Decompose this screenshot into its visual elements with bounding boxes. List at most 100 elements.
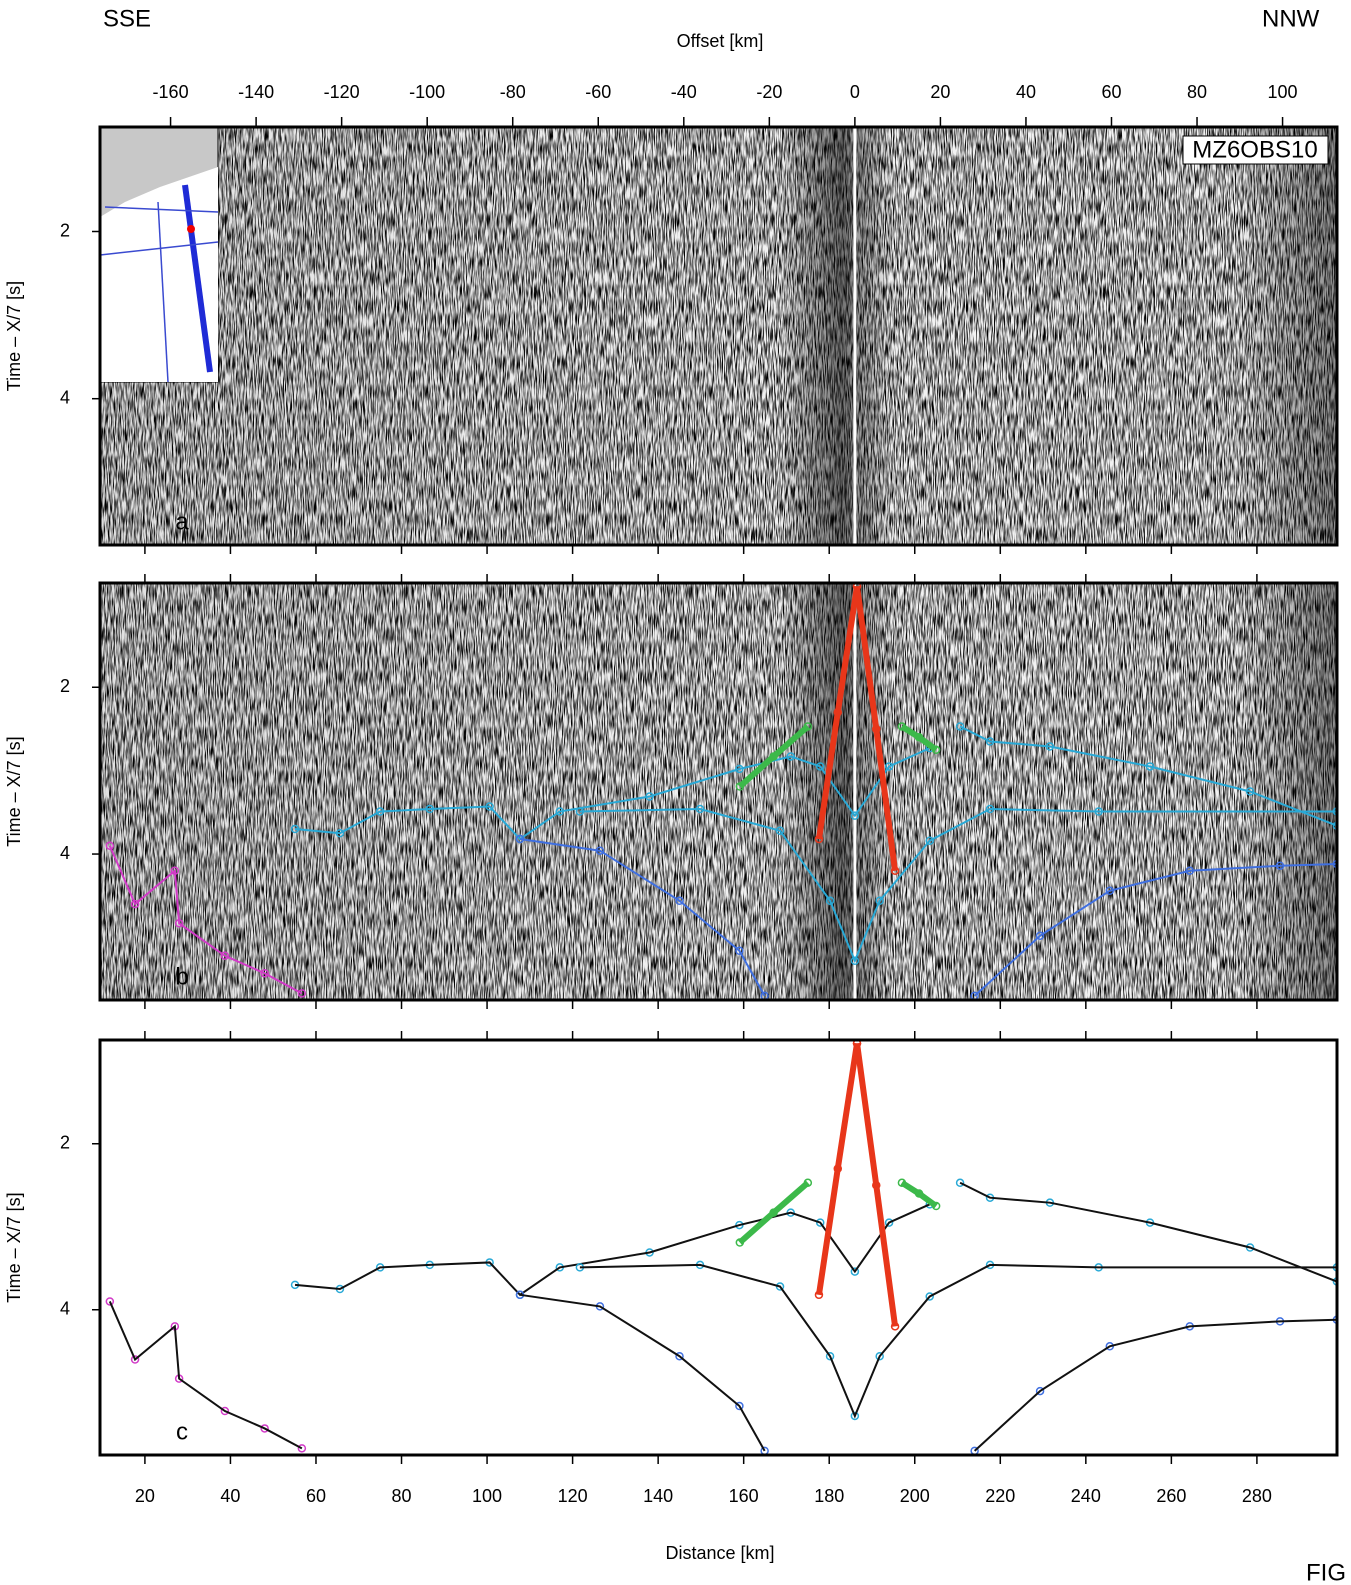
pick bbox=[925, 836, 934, 845]
y-tick-label: 4 bbox=[60, 1299, 70, 1319]
pick bbox=[675, 1351, 684, 1361]
panel-frame bbox=[98, 581, 1339, 1002]
pick bbox=[825, 1351, 835, 1361]
panel-body bbox=[100, 127, 1337, 545]
pick-line bbox=[854, 1042, 899, 1327]
pick-line bbox=[973, 1318, 1337, 1452]
x-tick-label: 60 bbox=[306, 1486, 326, 1506]
pick-line bbox=[294, 1203, 931, 1297]
pick-line bbox=[737, 724, 810, 789]
top-tick-label: 40 bbox=[1016, 82, 1036, 102]
x-tick-label: 80 bbox=[392, 1486, 412, 1506]
inset-line bbox=[104, 206, 219, 213]
top-axis-label: Offset [km] bbox=[677, 31, 764, 51]
pick bbox=[850, 956, 860, 966]
pick-line bbox=[900, 723, 938, 753]
top-tick-label: 80 bbox=[1187, 82, 1207, 102]
pick bbox=[297, 989, 307, 998]
panel-label: c bbox=[176, 1418, 188, 1445]
pick bbox=[220, 1406, 230, 1416]
top-tick-label: 60 bbox=[1101, 82, 1121, 102]
pick bbox=[884, 1218, 894, 1227]
x-tick-label: 120 bbox=[558, 1486, 588, 1506]
pick-line bbox=[519, 1293, 766, 1452]
x-tick-label: 20 bbox=[135, 1486, 155, 1506]
top-tick-label: 20 bbox=[930, 82, 950, 102]
station-bg bbox=[1182, 135, 1329, 165]
pick bbox=[955, 722, 965, 731]
inset-line bbox=[157, 201, 169, 383]
top-tick-label: -140 bbox=[238, 82, 274, 102]
top-tick-label: 100 bbox=[1268, 82, 1298, 102]
footer: FIG bbox=[1306, 1559, 1346, 1585]
y-tick-label: 2 bbox=[60, 1133, 70, 1153]
pick bbox=[260, 969, 269, 978]
pick bbox=[105, 1297, 115, 1306]
pick-line bbox=[108, 845, 303, 995]
panel-label: a bbox=[175, 508, 189, 535]
pick bbox=[884, 762, 894, 771]
inset-line bbox=[100, 241, 219, 256]
x-tick-label: 100 bbox=[472, 1486, 502, 1506]
pick-line bbox=[815, 585, 860, 840]
pick-line bbox=[973, 863, 1337, 997]
pick bbox=[297, 1444, 307, 1453]
pick bbox=[815, 762, 825, 771]
y-axis-label: Time – X/7 [s] bbox=[4, 736, 24, 846]
top-tick-label: -40 bbox=[671, 82, 697, 102]
pick bbox=[925, 1292, 934, 1301]
pick-line bbox=[854, 585, 899, 872]
y-tick-label: 2 bbox=[60, 220, 70, 240]
pick-line bbox=[959, 1181, 1337, 1283]
pick bbox=[130, 1355, 140, 1364]
top-tick-label: 0 bbox=[850, 82, 860, 102]
panel: b 2 4 Time – X/7 [s] bbox=[4, 574, 1339, 1009]
panel-frame bbox=[98, 125, 1339, 547]
pick-line bbox=[900, 1180, 938, 1209]
pick-line bbox=[519, 838, 766, 997]
seismic-shade bbox=[100, 583, 1337, 1000]
pick-line bbox=[579, 808, 1337, 964]
pick bbox=[735, 946, 744, 956]
pick-line bbox=[294, 747, 931, 841]
pick bbox=[220, 951, 230, 961]
station-label: MZ6OBS10 bbox=[1192, 136, 1317, 163]
top-tick-label: -100 bbox=[409, 82, 445, 102]
inset-line bbox=[182, 184, 213, 373]
x-tick-label: 280 bbox=[1242, 1486, 1272, 1506]
pick bbox=[850, 1411, 860, 1421]
panel: c 2 4 Time – X/7 [s] 20 40 60 80 100 120 140 160 180… bbox=[4, 1031, 1339, 1506]
top-tick-label: -120 bbox=[324, 82, 360, 102]
panel-label: b bbox=[175, 963, 188, 990]
pick bbox=[955, 1178, 965, 1188]
seismic-shade bbox=[100, 127, 1337, 545]
top-tick-label: -160 bbox=[153, 82, 189, 102]
pick-line bbox=[959, 725, 1337, 827]
y-axis-label: Time – X/7 [s] bbox=[4, 281, 24, 391]
pick-line bbox=[579, 1263, 1337, 1419]
pick bbox=[825, 896, 835, 906]
corner-left: SSE bbox=[103, 5, 151, 32]
pick-line bbox=[737, 1180, 810, 1245]
x-tick-label: 160 bbox=[729, 1486, 759, 1506]
x-tick-label: 140 bbox=[643, 1486, 673, 1506]
x-tick-label: 180 bbox=[814, 1486, 844, 1506]
top-tick-label: -60 bbox=[585, 82, 611, 102]
panel: a 2 4 Time – X/7 [s] bbox=[4, 125, 1339, 554]
pick bbox=[850, 1267, 860, 1276]
pick-line bbox=[108, 1301, 303, 1450]
pick bbox=[260, 1424, 269, 1433]
y-tick-label: 4 bbox=[60, 843, 70, 863]
x-tick-label: 260 bbox=[1156, 1486, 1186, 1506]
pick bbox=[105, 841, 115, 850]
station-box: MZ6OBS10 bbox=[1182, 135, 1329, 165]
pick bbox=[735, 1401, 744, 1411]
pick bbox=[850, 811, 860, 820]
panel-frame bbox=[98, 1038, 1339, 1457]
pick bbox=[675, 896, 684, 906]
x-tick-label: 40 bbox=[220, 1486, 240, 1506]
pick bbox=[875, 896, 884, 906]
panel-body bbox=[100, 583, 1337, 1000]
y-tick-label: 4 bbox=[60, 387, 70, 407]
x-tick-label: 240 bbox=[1071, 1486, 1101, 1506]
